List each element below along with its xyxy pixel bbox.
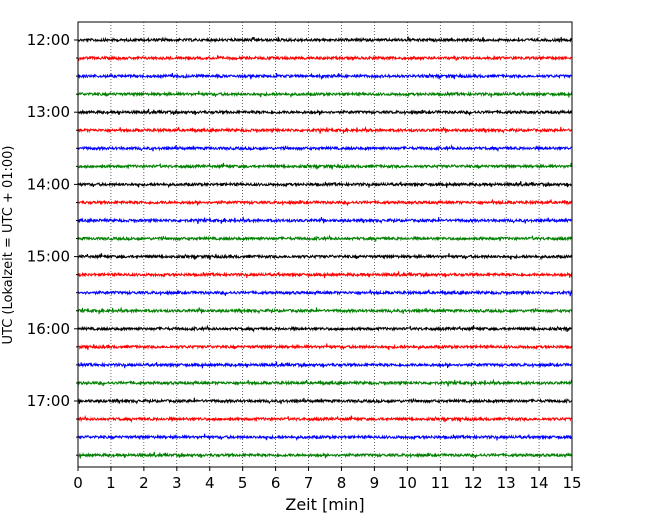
x-tick-label-7: 7 [304, 474, 314, 492]
x-tick-label-14: 14 [530, 474, 549, 492]
trace-18 [77, 361, 573, 369]
trace-11 [77, 234, 573, 243]
trace-19 [77, 378, 573, 387]
grid-lines [110, 22, 540, 467]
trace-15 [77, 306, 573, 315]
x-tick-label-13: 13 [497, 474, 516, 492]
trace-23 [77, 451, 573, 459]
y-axis-ticks: 12:00 13:00 14:00 15:00 16:00 17:00 [27, 31, 78, 456]
traces [77, 36, 573, 459]
y-tick-label-1200: 12:00 [27, 31, 70, 49]
trace-1 [77, 54, 573, 62]
x-tick-label-9: 9 [370, 474, 380, 492]
x-tick-label-12: 12 [464, 474, 483, 492]
trace-16 [77, 324, 573, 333]
x-tick-label-8: 8 [337, 474, 347, 492]
trace-5 [77, 125, 573, 134]
trace-6 [77, 144, 573, 153]
y-tick-label-1500: 15:00 [27, 248, 70, 266]
trace-14 [77, 289, 573, 297]
x-axis-label: Zeit [min] [285, 495, 364, 514]
x-tick-label-15: 15 [562, 474, 581, 492]
trace-3 [77, 90, 573, 99]
y-axis-label: UTC (Lokalzeit = UTC + 01:00) [1, 146, 16, 345]
x-tick-label-1: 1 [106, 474, 116, 492]
x-tick-label-5: 5 [238, 474, 248, 492]
y-tick-label-1700: 17:00 [27, 392, 70, 410]
trace-22 [77, 433, 573, 441]
x-tick-label-3: 3 [172, 474, 182, 492]
trace-17 [77, 343, 573, 351]
x-axis-ticks: 0 1 2 3 4 5 6 7 8 9 10 11 12 13 14 15 [73, 467, 582, 492]
x-tick-label-6: 6 [271, 474, 281, 492]
trace-4 [77, 108, 573, 116]
trace-0 [77, 36, 573, 44]
trace-2 [77, 72, 573, 81]
trace-10 [77, 216, 573, 225]
x-tick-label-10: 10 [398, 474, 417, 492]
x-tick-label-11: 11 [431, 474, 450, 492]
y-tick-label-1400: 14:00 [27, 175, 70, 193]
x-tick-label-4: 4 [205, 474, 215, 492]
trace-8 [77, 181, 573, 189]
trace-9 [77, 199, 573, 206]
plot-frame [77, 21, 573, 468]
trace-7 [77, 162, 573, 170]
y-tick-label-1300: 13:00 [27, 103, 70, 121]
trace-12 [77, 253, 573, 261]
trace-21 [77, 414, 573, 423]
trace-13 [77, 271, 573, 279]
y-tick-label-1600: 16:00 [27, 320, 70, 338]
x-tick-label-2: 2 [139, 474, 149, 492]
x-tick-label-0: 0 [73, 474, 83, 492]
trace-20 [77, 397, 573, 405]
